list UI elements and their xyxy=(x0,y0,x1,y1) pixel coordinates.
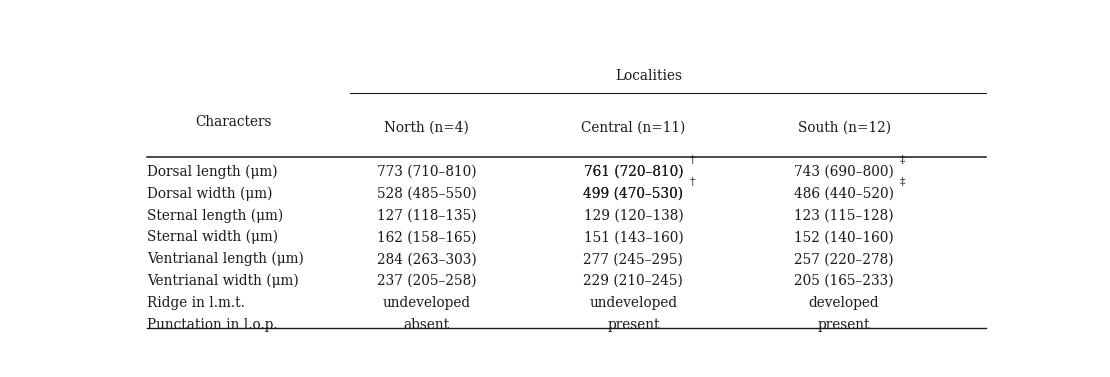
Text: Localities: Localities xyxy=(615,69,682,83)
Text: 761 (720–810): 761 (720–810) xyxy=(584,164,684,179)
Text: 761 (720–810): 761 (720–810) xyxy=(584,164,684,179)
Text: Ridge in l.m.t.: Ridge in l.m.t. xyxy=(148,296,245,310)
Text: Dorsal length (μm): Dorsal length (μm) xyxy=(148,164,278,179)
Text: North (n=4): North (n=4) xyxy=(384,121,470,135)
Text: 528 (485–550): 528 (485–550) xyxy=(377,187,477,201)
Text: Sternal width (μm): Sternal width (μm) xyxy=(148,230,279,244)
Text: 773 (710–810): 773 (710–810) xyxy=(377,164,477,179)
Text: South (n=12): South (n=12) xyxy=(798,121,890,135)
Text: Ventrianal length (μm): Ventrianal length (μm) xyxy=(148,252,304,267)
Text: 486 (440–520): 486 (440–520) xyxy=(794,187,895,201)
Text: 237 (205–258): 237 (205–258) xyxy=(377,274,477,288)
Text: 277 (245–295): 277 (245–295) xyxy=(584,252,684,266)
Text: †: † xyxy=(689,178,695,187)
Text: 229 (210–245): 229 (210–245) xyxy=(584,274,684,288)
Text: absent: absent xyxy=(404,318,450,332)
Text: 499 (470–530): 499 (470–530) xyxy=(584,187,684,201)
Text: 284 (263–303): 284 (263–303) xyxy=(377,252,477,266)
Text: developed: developed xyxy=(809,296,879,310)
Text: 205 (165–233): 205 (165–233) xyxy=(795,274,894,288)
Text: †: † xyxy=(689,155,695,166)
Text: 129 (120–138): 129 (120–138) xyxy=(584,208,684,222)
Text: 257 (220–278): 257 (220–278) xyxy=(795,252,894,266)
Text: ‡: ‡ xyxy=(900,155,906,166)
Text: 151 (143–160): 151 (143–160) xyxy=(584,230,684,244)
Text: undeveloped: undeveloped xyxy=(383,296,471,310)
Text: Ventrianal width (μm): Ventrianal width (μm) xyxy=(148,274,299,288)
Text: 162 (158–165): 162 (158–165) xyxy=(377,230,477,244)
Text: Sternal length (μm): Sternal length (μm) xyxy=(148,208,283,222)
Text: 127 (118–135): 127 (118–135) xyxy=(377,208,477,222)
Text: Dorsal width (μm): Dorsal width (μm) xyxy=(148,186,273,201)
Text: present: present xyxy=(607,318,659,332)
Text: present: present xyxy=(818,318,870,332)
Text: Punctation in l.o.p.: Punctation in l.o.p. xyxy=(148,318,278,332)
Text: 152 (140–160): 152 (140–160) xyxy=(795,230,894,244)
Text: 123 (115–128): 123 (115–128) xyxy=(795,208,894,222)
Text: Characters: Characters xyxy=(195,115,272,129)
Text: 499 (470–530): 499 (470–530) xyxy=(584,187,684,201)
Text: Central (n=11): Central (n=11) xyxy=(582,121,686,135)
Text: undeveloped: undeveloped xyxy=(589,296,677,310)
Text: 743 (690–800): 743 (690–800) xyxy=(795,164,894,179)
Text: ‡: ‡ xyxy=(900,178,906,187)
